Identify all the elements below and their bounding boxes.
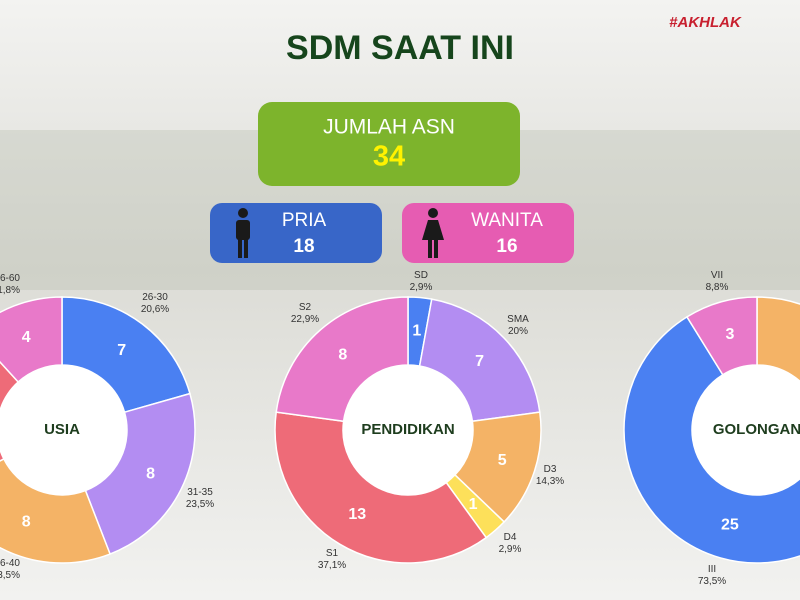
segment-category: S2 [299, 302, 312, 313]
segment-value: 8 [22, 514, 31, 531]
title: SDM SAAT INI [286, 29, 514, 67]
donut-hole [692, 365, 800, 495]
segment-percent: 20,6% [141, 304, 169, 315]
female-icon [422, 208, 444, 258]
donut-title: PENDIDIKAN [361, 421, 454, 438]
segment-category: 56-60 [0, 273, 20, 284]
brand-logo: #AKHLAK [669, 14, 742, 31]
donut-segment [0, 457, 112, 564]
segment-percent: 23,5% [186, 499, 214, 510]
segment-category: D4 [504, 532, 517, 543]
segment-value: 4 [22, 329, 31, 346]
donut-segment [0, 360, 20, 462]
male-value: 18 [293, 236, 314, 257]
segment-percent: 37,1% [318, 560, 346, 571]
donut-segment [84, 392, 196, 555]
segment-category: 36-40 [0, 558, 20, 569]
segment-value: 13 [348, 506, 366, 523]
segment-percent: 2,9% [410, 282, 433, 293]
segment-category: 31-35 [187, 487, 213, 498]
segment-percent: 11,8% [0, 285, 20, 296]
donut-title: GOLONGAN [713, 421, 800, 438]
segment-value: 8 [146, 465, 155, 482]
segment-value: 8 [338, 347, 347, 364]
segment-category: SD [414, 270, 428, 281]
segment-value: 1 [412, 323, 421, 340]
donut-hole [0, 365, 127, 495]
segment-value: 3 [725, 326, 734, 343]
segment-percent: 8,8% [706, 282, 729, 293]
female-value: 16 [496, 236, 517, 257]
segment-percent: 23,5% [0, 570, 20, 581]
male-box [210, 203, 382, 263]
segment-percent: 2,9% [499, 544, 522, 555]
total-value: 34 [373, 141, 405, 173]
segment-category: SMA [507, 314, 529, 325]
segment-percent: 14,3% [536, 476, 564, 487]
segment-value: 5 [498, 452, 507, 469]
segment-value: 7 [117, 342, 126, 359]
segment-percent: 73,5% [698, 576, 726, 587]
segment-category: D3 [544, 464, 557, 475]
segment-category: III [708, 564, 716, 575]
segment-category: S1 [326, 548, 339, 559]
segment-value: 7 [475, 353, 484, 370]
segment-value: 1 [469, 496, 478, 513]
male-icon [236, 208, 250, 258]
female-label: WANITA [471, 210, 543, 231]
total-box [258, 102, 520, 186]
donut-title: USIA [44, 421, 80, 438]
segment-category: 26-30 [142, 292, 168, 303]
segment-percent: 22,9% [291, 314, 319, 325]
total-label: JUMLAH ASN [323, 116, 455, 139]
segment-category: VII [711, 270, 723, 281]
segment-percent: 20% [508, 326, 528, 337]
female-box [402, 203, 574, 263]
donut-hole [343, 365, 473, 495]
male-label: PRIA [282, 210, 327, 231]
segment-value: 25 [721, 516, 739, 533]
